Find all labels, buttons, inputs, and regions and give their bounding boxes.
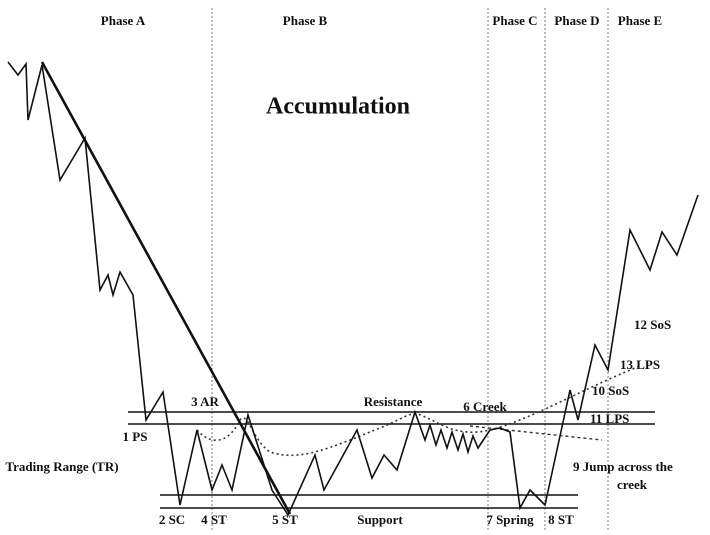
annotation: 10 SoS — [592, 383, 629, 398]
annotation: 3 AR — [191, 394, 219, 409]
creek-extension — [469, 425, 603, 441]
range-lines — [128, 411, 655, 509]
phase-dividers — [211, 8, 609, 530]
phase-label: Phase D — [554, 13, 599, 28]
annotation: 7 Spring — [486, 512, 534, 527]
creek-curve — [196, 365, 641, 456]
annotation: Support — [357, 512, 403, 527]
phase-label: Phase E — [618, 13, 662, 28]
phase-label: Phase A — [101, 13, 146, 28]
annotation: 9 Jump across the — [573, 459, 673, 474]
phase-label: Phase B — [283, 13, 328, 28]
annotation: Trading Range (TR) — [5, 459, 118, 474]
annotation: 5 ST — [272, 512, 298, 527]
trend-line — [40, 61, 292, 515]
annotation: 2 SC — [159, 512, 185, 527]
annotation: 11 LPS — [590, 411, 629, 426]
annotation: Resistance — [364, 394, 423, 409]
annotation: 8 ST — [548, 512, 574, 527]
annotation: 4 ST — [201, 512, 227, 527]
annotation: 1 PS — [123, 429, 148, 444]
title: Accumulation — [266, 94, 410, 120]
annotation: 12 SoS — [634, 317, 671, 332]
annotation: 13 LPS — [620, 357, 660, 372]
phase-label: Phase C — [492, 13, 537, 28]
annotation: creek — [617, 477, 648, 492]
price-path — [7, 61, 699, 517]
annotation: 6 Creek — [463, 399, 507, 414]
